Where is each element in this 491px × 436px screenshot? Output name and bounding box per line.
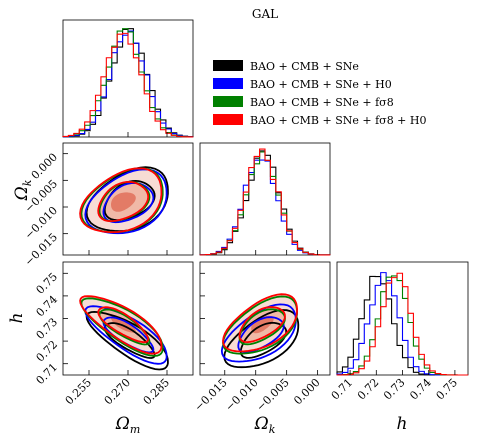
hist-line-3 [199, 148, 331, 256]
legend-label-1: BAO + CMB + SNe + H0 [250, 78, 392, 91]
hist-line-0 [62, 28, 194, 138]
x-tick-label-ok: −0.015 [192, 376, 230, 414]
contours-h-vs-omega-k [220, 293, 300, 369]
contour-68-0 [239, 321, 288, 359]
hist-line-2 [62, 28, 194, 138]
histograms-omega-m [62, 28, 194, 138]
x-tick-label-ok: −0.010 [223, 376, 261, 414]
panel-ok-hist [199, 142, 331, 256]
x-axis-label-omega-m: Ωm [115, 414, 141, 436]
contour-68-3 [97, 306, 150, 344]
x-tick-label-ok: 0.000 [291, 376, 322, 407]
contour-68-1 [237, 316, 285, 354]
y-axis-label-h: h [7, 313, 27, 324]
hist-line-0 [199, 150, 331, 256]
x-tick-label-ok: −0.005 [254, 376, 292, 414]
contours-omega-k-vs-omega-m [79, 166, 169, 235]
legend-label-2: BAO + CMB + SNe + fσ8 [250, 96, 394, 109]
contour-68-3 [238, 306, 286, 344]
hist-line-3 [62, 32, 194, 138]
contour-95-1 [220, 303, 297, 363]
hist-line-1 [199, 159, 331, 256]
contours-h-vs-omega-m [79, 295, 169, 371]
contour-95-3 [79, 167, 163, 234]
axis-ticks: 0.255 0.270 0.285 −0.015−0.010−0.005 0.000 0.… [22, 132, 460, 414]
hist-line-2 [199, 151, 331, 256]
x-tick-label-h: 0.73 [381, 376, 408, 403]
x-axis-label-h: h [397, 414, 408, 434]
x-tick-label-h: 0.71 [329, 376, 356, 403]
legend-swatch-0 [213, 60, 243, 71]
y-tick-label-h: 0.75 [34, 270, 61, 297]
y-tick-label-ok: 0.000 [29, 151, 60, 182]
legend-label-3: BAO + CMB + SNe + fσ8 + H0 [250, 114, 427, 127]
legend-label-0: BAO + CMB + SNe [250, 60, 359, 73]
contour-95-3 [79, 295, 163, 355]
histograms-omega-k [199, 148, 331, 256]
legend-swatch-1 [213, 78, 243, 89]
x-tick-label-h: 0.72 [355, 376, 382, 403]
x-tick-label-h: 0.74 [407, 376, 434, 403]
y-tick-label-h: 0.72 [34, 338, 61, 365]
x-tick-label-om: 0.255 [63, 376, 94, 407]
density-fill-core [111, 192, 136, 212]
y-axis-label-omega-k: Ωk [12, 179, 34, 201]
x-tick-label-h: 0.75 [434, 376, 461, 403]
y-tick-label-h: 0.71 [34, 361, 61, 388]
y-tick-label-h: 0.74 [34, 293, 61, 320]
legend-swatch-3 [213, 114, 243, 125]
chart-title: GAL [252, 7, 278, 21]
x-axis-label-omega-k: Ωk [254, 414, 276, 436]
x-tick-label-om: 0.285 [141, 376, 172, 407]
hist-line-1 [62, 30, 194, 138]
histograms-h [336, 272, 469, 376]
x-tick-label-om: 0.270 [102, 376, 133, 407]
legend: BAO + CMB + SNe BAO + CMB + SNe + H0 BAO… [213, 60, 427, 127]
legend-swatch-2 [213, 96, 243, 107]
contour-95-3 [222, 293, 299, 353]
hist-line-3 [336, 272, 469, 376]
y-tick-label-h: 0.73 [34, 315, 61, 342]
contour-68-3 [97, 180, 150, 223]
